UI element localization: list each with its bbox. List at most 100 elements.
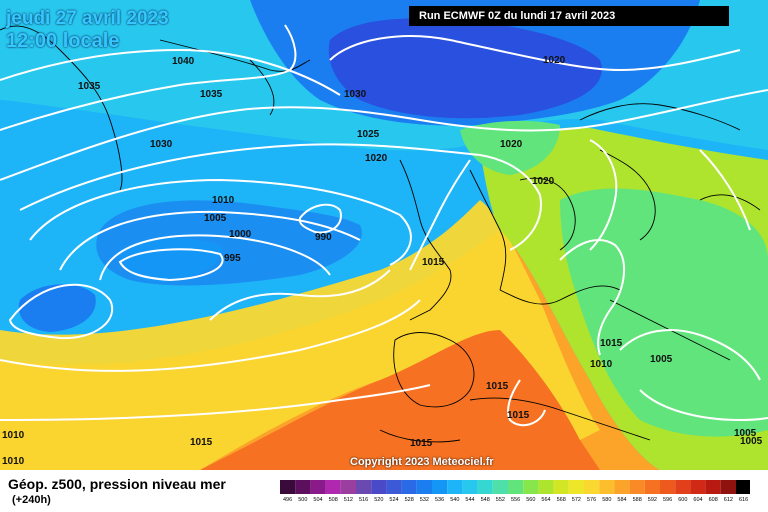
isobar-label: 995 [224, 253, 241, 264]
scale-label: 612 [724, 497, 733, 502]
forecast-date: jeudi 27 avril 2023 12:00 locale [6, 8, 169, 52]
scale-swatch [660, 480, 676, 494]
scale-label: 552 [496, 497, 505, 502]
scale-label: 608 [709, 497, 718, 502]
scale-swatch [614, 480, 630, 494]
isobar-label: 1020 [500, 139, 523, 150]
scale-swatch [629, 480, 645, 494]
scale-swatch [736, 480, 750, 494]
scale-swatch [416, 480, 432, 494]
scale-swatch [644, 480, 660, 494]
scale-label: 508 [329, 497, 338, 502]
forecast-range: (+240h) [12, 494, 51, 506]
scale-label: 516 [359, 497, 368, 502]
scale-swatch [371, 480, 387, 494]
isobar-label: 1005 [204, 213, 227, 224]
z500-band-west-core [18, 284, 96, 332]
scale-label: 596 [663, 497, 672, 502]
isobar-label: 1035 [78, 81, 101, 92]
z500-band-yellow [0, 200, 600, 470]
scale-swatch [432, 480, 448, 494]
isobar-label: 1025 [357, 129, 380, 140]
scale-label: 532 [420, 497, 429, 502]
scale-label: 548 [481, 497, 490, 502]
scale-swatch [675, 480, 691, 494]
z500-band-south-deep [200, 330, 600, 470]
scale-label: 560 [526, 497, 535, 502]
scale-label: 512 [344, 497, 353, 502]
scale-label: 536 [435, 497, 444, 502]
scale-label: 580 [602, 497, 611, 502]
scale-swatch [568, 480, 584, 494]
isobar-label: 1015 [410, 438, 433, 449]
scale-swatch [508, 480, 524, 494]
isobar-label: 1020 [543, 55, 566, 66]
scale-label: 604 [693, 497, 702, 502]
scale-swatch [690, 480, 706, 494]
scale-label: 564 [541, 497, 550, 502]
forecast-date-time: 12:00 locale [6, 30, 120, 52]
scale-swatch [386, 480, 402, 494]
run-info-banner: Run ECMWF 0Z du lundi 17 avril 2023 [409, 6, 729, 26]
scale-swatch [310, 480, 326, 494]
z500-band-baltic-green [460, 120, 560, 175]
isobar-label: 1015 [507, 410, 530, 421]
isobar-label: 1005 [734, 428, 757, 439]
scale-label: 500 [298, 497, 307, 502]
weather-map: 1040 1035 1035 1030 1030 1025 1020 1020 … [0, 0, 768, 470]
isobar-label: 1005 [740, 436, 763, 447]
scale-label: 520 [374, 497, 383, 502]
scale-swatch [295, 480, 311, 494]
isobar-label: 1040 [172, 56, 195, 67]
scale-swatch [356, 480, 372, 494]
scale-swatch [280, 480, 296, 494]
scale-label: 584 [617, 497, 626, 502]
scale-label: 572 [572, 497, 581, 502]
scale-swatch [447, 480, 463, 494]
isobar-label: 1035 [200, 89, 223, 100]
isobar-label: 1010 [212, 195, 235, 206]
isobar-label: 1015 [600, 338, 623, 349]
isobar-label: 1010 [2, 430, 25, 441]
isobar-label: 1015 [190, 437, 213, 448]
z500-band-north-deep [328, 18, 602, 119]
scale-label: 592 [648, 497, 657, 502]
isobar-label: 1005 [650, 354, 673, 365]
copyright-text: Copyright 2023 Meteociel.fr [350, 456, 494, 468]
scale-swatch [553, 480, 569, 494]
scale-label: 576 [587, 497, 596, 502]
isobars [0, 24, 768, 427]
scale-swatch [492, 480, 508, 494]
scale-label: 616 [739, 497, 748, 502]
scale-label: 540 [450, 497, 459, 502]
scale-swatch [599, 480, 615, 494]
scale-swatch [340, 480, 356, 494]
scale-swatch [325, 480, 341, 494]
scale-label: 524 [389, 497, 398, 502]
color-scale: 496 500 504 508 512 516 520 524 528 532 536 540 544 5… [280, 480, 750, 502]
scale-swatch [705, 480, 721, 494]
isobar-label: 1015 [486, 381, 509, 392]
scale-swatch [401, 480, 417, 494]
isobar-label: 1010 [590, 359, 613, 370]
isobar-label-group: 1040 1035 1035 1030 1030 1025 1020 1020 … [2, 55, 763, 467]
scale-label: 496 [283, 497, 292, 502]
isobar-label: 1010 [2, 456, 25, 467]
scale-label: 600 [678, 497, 687, 502]
scale-label: 504 [313, 497, 322, 502]
coastlines [0, 25, 761, 443]
scale-swatch [720, 480, 736, 494]
isobar-label: 1020 [365, 153, 388, 164]
scale-swatch [538, 480, 554, 494]
z500-band-green-core [560, 188, 768, 437]
scale-swatch [477, 480, 493, 494]
scale-swatch [462, 480, 478, 494]
isobar-label: 990 [315, 232, 332, 243]
scale-label: 556 [511, 497, 520, 502]
isobar-label: 1030 [344, 89, 367, 100]
scale-label: 544 [465, 497, 474, 502]
scale-label: 528 [405, 497, 414, 502]
isobar-label: 1015 [422, 257, 445, 268]
scale-swatch [523, 480, 539, 494]
